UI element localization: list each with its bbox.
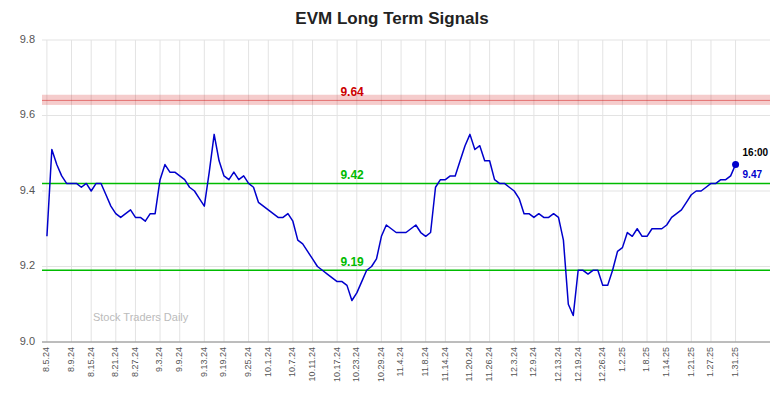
y-tick-label: 9.6 [20, 108, 35, 120]
x-grid-line [115, 40, 116, 342]
grid [42, 40, 770, 342]
x-grid-line [578, 40, 579, 342]
x-tick-label: 10.23.24 [351, 347, 361, 382]
y-grid-line [42, 191, 770, 192]
x-tick-label: 10.7.24 [287, 347, 297, 377]
reference-line [42, 183, 770, 185]
x-tick-label: 11.26.24 [484, 347, 494, 381]
x-grid-line [558, 40, 559, 342]
x-tick-label: 11.4.24 [395, 347, 405, 376]
last-point [732, 161, 739, 168]
x-grid-line [666, 40, 667, 342]
x-tick-label: 10.11.24 [307, 347, 317, 381]
last-value-label: 9.47 [743, 169, 763, 180]
y-tick-label: 9.0 [20, 335, 35, 347]
x-tick-label: 12.9.24 [528, 347, 538, 377]
x-tick-label: 10.29.24 [376, 347, 386, 382]
x-tick-label: 9.3.24 [154, 347, 164, 372]
x-grid-line [248, 40, 249, 342]
y-tick-label: 9.4 [20, 184, 35, 196]
x-grid-line [46, 40, 47, 342]
x-tick-label: 9.9.24 [174, 347, 184, 372]
reference-label: 9.19 [340, 255, 364, 269]
x-tick-label: 10.1.24 [263, 347, 273, 377]
x-tick-label: 1.31.25 [730, 347, 740, 377]
x-tick-label: 8.9.24 [66, 347, 76, 372]
x-grid-line [602, 40, 603, 342]
x-tick-label: 12.3.24 [509, 347, 519, 377]
x-grid-line [71, 40, 72, 342]
x-grid-line [489, 40, 490, 342]
x-grid-line [647, 40, 648, 342]
y-tick-label: 9.8 [20, 33, 35, 45]
x-tick-label: 1.21.25 [686, 347, 696, 377]
x-grid-line [179, 40, 180, 342]
x-tick-label: 10.17.24 [332, 347, 342, 382]
reference-labels: 9.64 9.42 9.19 [340, 85, 364, 269]
reference-line [42, 270, 770, 272]
chart: 9.0 9.2 9.4 9.6 9.8 8.5.24 8.9.24 8.15.24 8.21.2… [0, 0, 784, 398]
x-grid-line [425, 40, 426, 342]
reference-label: 9.42 [340, 168, 364, 182]
x-grid-line [735, 40, 736, 342]
x-tick-label: 8.5.24 [41, 347, 51, 372]
reference-band [42, 95, 770, 105]
x-grid-line [381, 40, 382, 342]
x-tick-label: 12.19.24 [573, 347, 583, 382]
x-tick-label: 9.19.24 [218, 347, 228, 377]
y-grid-line [42, 115, 770, 116]
x-tick-label: 11.14.24 [440, 347, 450, 381]
y-grid-line [42, 266, 770, 267]
x-grid-line [445, 40, 446, 342]
plot-area [42, 95, 770, 316]
x-grid-line [160, 40, 161, 342]
x-grid-line [292, 40, 293, 342]
x-grid-line [710, 40, 711, 342]
y-grid-line [42, 40, 770, 41]
x-tick-label: 1.8.25 [641, 347, 651, 372]
x-axis-line [42, 342, 770, 343]
x-tick-label: 1.14.25 [661, 347, 671, 377]
x-tick-label: 9.13.24 [199, 347, 209, 377]
x-tick-label: 11.8.24 [420, 347, 430, 376]
x-tick-label: 9.25.24 [243, 347, 253, 377]
y-grid-line [42, 342, 770, 343]
x-grid-line [135, 40, 136, 342]
x-tick-label: 1.27.25 [705, 347, 715, 377]
x-grid-line [337, 40, 338, 342]
x-grid-line [401, 40, 402, 342]
x-grid-line [204, 40, 205, 342]
y-tick-label: 9.2 [20, 259, 35, 271]
x-tick-label: 11.20.24 [464, 347, 474, 381]
reference-label: 9.64 [340, 85, 364, 99]
x-grid-line [469, 40, 470, 342]
x-tick-label: 8.15.24 [86, 347, 96, 377]
reference-line [42, 100, 770, 101]
x-tick-label: 12.13.24 [553, 347, 563, 382]
last-time-label: 16:00 [743, 147, 769, 158]
watermark: Stock Traders Daily [93, 311, 189, 323]
x-grid-line [622, 40, 623, 342]
x-tick-label: 8.27.24 [130, 347, 140, 377]
x-grid-line [224, 40, 225, 342]
x-grid-line [691, 40, 692, 342]
x-tick-label: 12.26.24 [597, 347, 607, 382]
line [47, 134, 736, 315]
x-grid-line [312, 40, 313, 342]
title: EVM Long Term Signals [295, 9, 488, 28]
x-grid-line [268, 40, 269, 342]
x-tick-label: 1.2.25 [617, 347, 627, 372]
x-tick-label: 8.21.24 [110, 347, 120, 377]
x-grid-line [533, 40, 534, 342]
